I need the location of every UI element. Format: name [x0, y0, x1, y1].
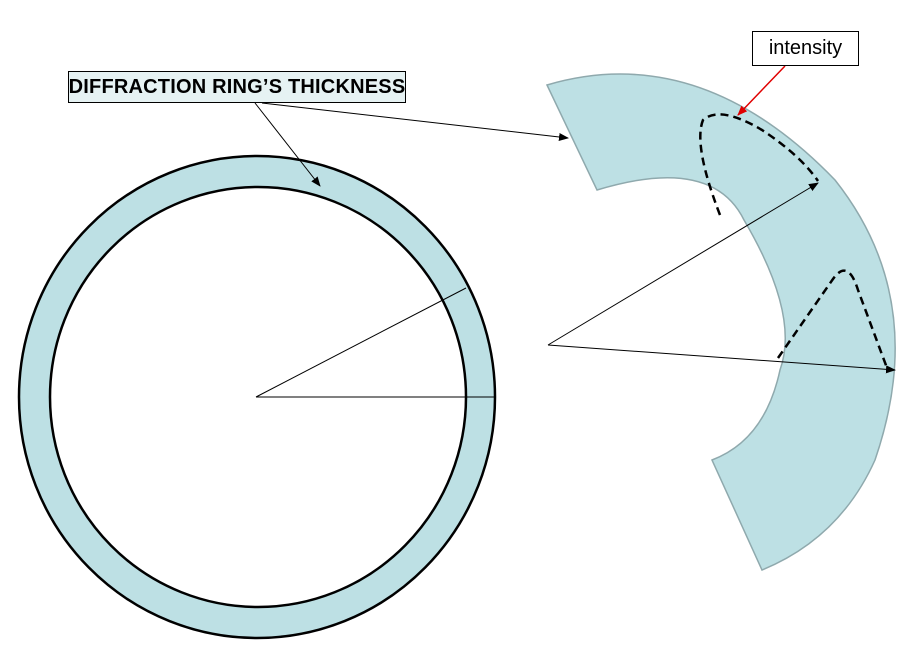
- intensity-profile-lower: [776, 269, 889, 369]
- sector-radius-lower: [547, 344, 896, 374]
- full-diffraction-ring: [17, 154, 497, 640]
- sector-radius-upper: [547, 182, 819, 346]
- pointer-to-intensity-curve: [737, 65, 786, 116]
- ring-radius-angled: [255, 287, 467, 398]
- magnified-ring-sector: [545, 73, 896, 571]
- pointer-to-sector: [261, 102, 569, 141]
- ring-sector: [545, 73, 896, 571]
- pointer-to-ring: [254, 102, 321, 187]
- ring-thickness-label: DIFFRACTION RING’S THICKNESS: [68, 71, 406, 103]
- intensity-label: intensity: [752, 31, 859, 66]
- intensity-profile-upper: [699, 113, 820, 216]
